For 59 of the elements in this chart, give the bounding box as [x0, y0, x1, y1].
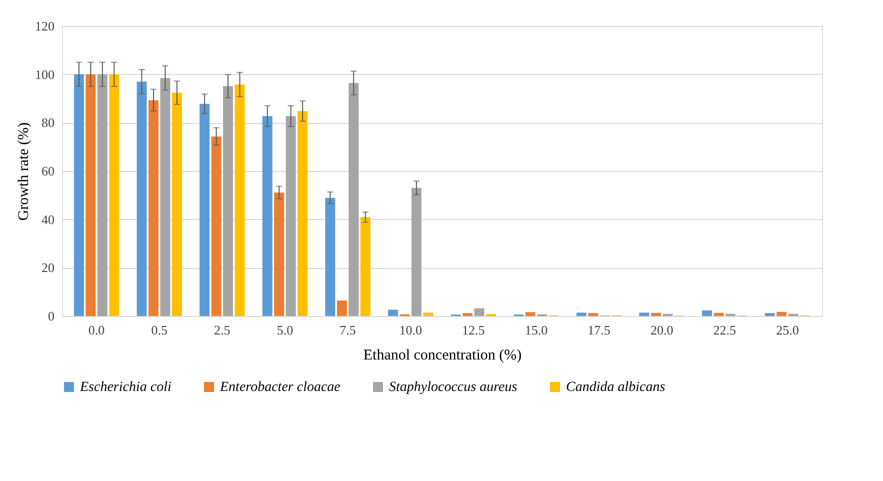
y-tick-label: 0 [48, 308, 54, 324]
y-tick-label: 120 [35, 18, 54, 34]
bar [109, 74, 120, 316]
x-tick-label: 12.5 [462, 322, 485, 338]
x-tick-label: 0.0 [88, 322, 105, 338]
bar [86, 74, 96, 316]
x-tick-label: 22.5 [713, 322, 736, 338]
bar [211, 136, 222, 316]
bar [702, 310, 712, 316]
x-tick-label: 5.0 [276, 322, 294, 338]
x-tick-label: 25.0 [776, 322, 799, 338]
bar [262, 116, 272, 316]
x-tick-label: 15.0 [524, 322, 548, 338]
x-tick-label: 17.5 [588, 322, 610, 338]
bar [223, 86, 234, 316]
bar [525, 312, 536, 316]
bar [639, 312, 650, 316]
x-tick-label: 7.5 [340, 322, 356, 338]
bar [388, 310, 398, 316]
bar [423, 312, 434, 316]
bar [776, 312, 787, 316]
bar [576, 312, 586, 316]
legend-label: Staphylococcus aureus [389, 380, 518, 395]
x-axis-title: Ethanol concentration (%) [363, 348, 522, 364]
legend-label: Escherichia coli [79, 380, 172, 395]
legend-label: Enterobacter cloacae [219, 380, 340, 395]
x-tick-label: 2.5 [214, 322, 230, 338]
bar [474, 308, 484, 316]
bar [274, 192, 284, 316]
y-tick-label: 60 [42, 164, 54, 178]
bar [97, 74, 108, 316]
x-tick-label: 0.5 [151, 322, 168, 338]
bar [148, 100, 158, 316]
bar [411, 188, 422, 316]
bar [234, 84, 245, 316]
legend-label: Candida albicans [566, 380, 666, 395]
bar [588, 313, 598, 316]
bar [74, 74, 84, 316]
bar [348, 83, 359, 316]
bar [298, 111, 308, 316]
bar [462, 313, 473, 316]
y-tick-label: 20 [42, 260, 54, 276]
bar [336, 300, 347, 316]
x-tick-label: 20.0 [650, 322, 674, 338]
bar [764, 313, 775, 316]
x-tick-label: 10.0 [399, 322, 422, 338]
bar [286, 116, 296, 316]
bar [325, 198, 336, 316]
y-tick-label: 40 [42, 212, 54, 227]
bar [136, 82, 147, 316]
y-axis-title: Growth rate (%) [16, 122, 32, 221]
bar [360, 217, 370, 316]
bar [200, 104, 210, 316]
bar [160, 78, 170, 316]
y-tick-label: 80 [42, 115, 54, 130]
y-tick-label: 100 [35, 66, 54, 82]
bar [714, 312, 724, 316]
bar [172, 92, 182, 316]
bar [650, 312, 661, 316]
